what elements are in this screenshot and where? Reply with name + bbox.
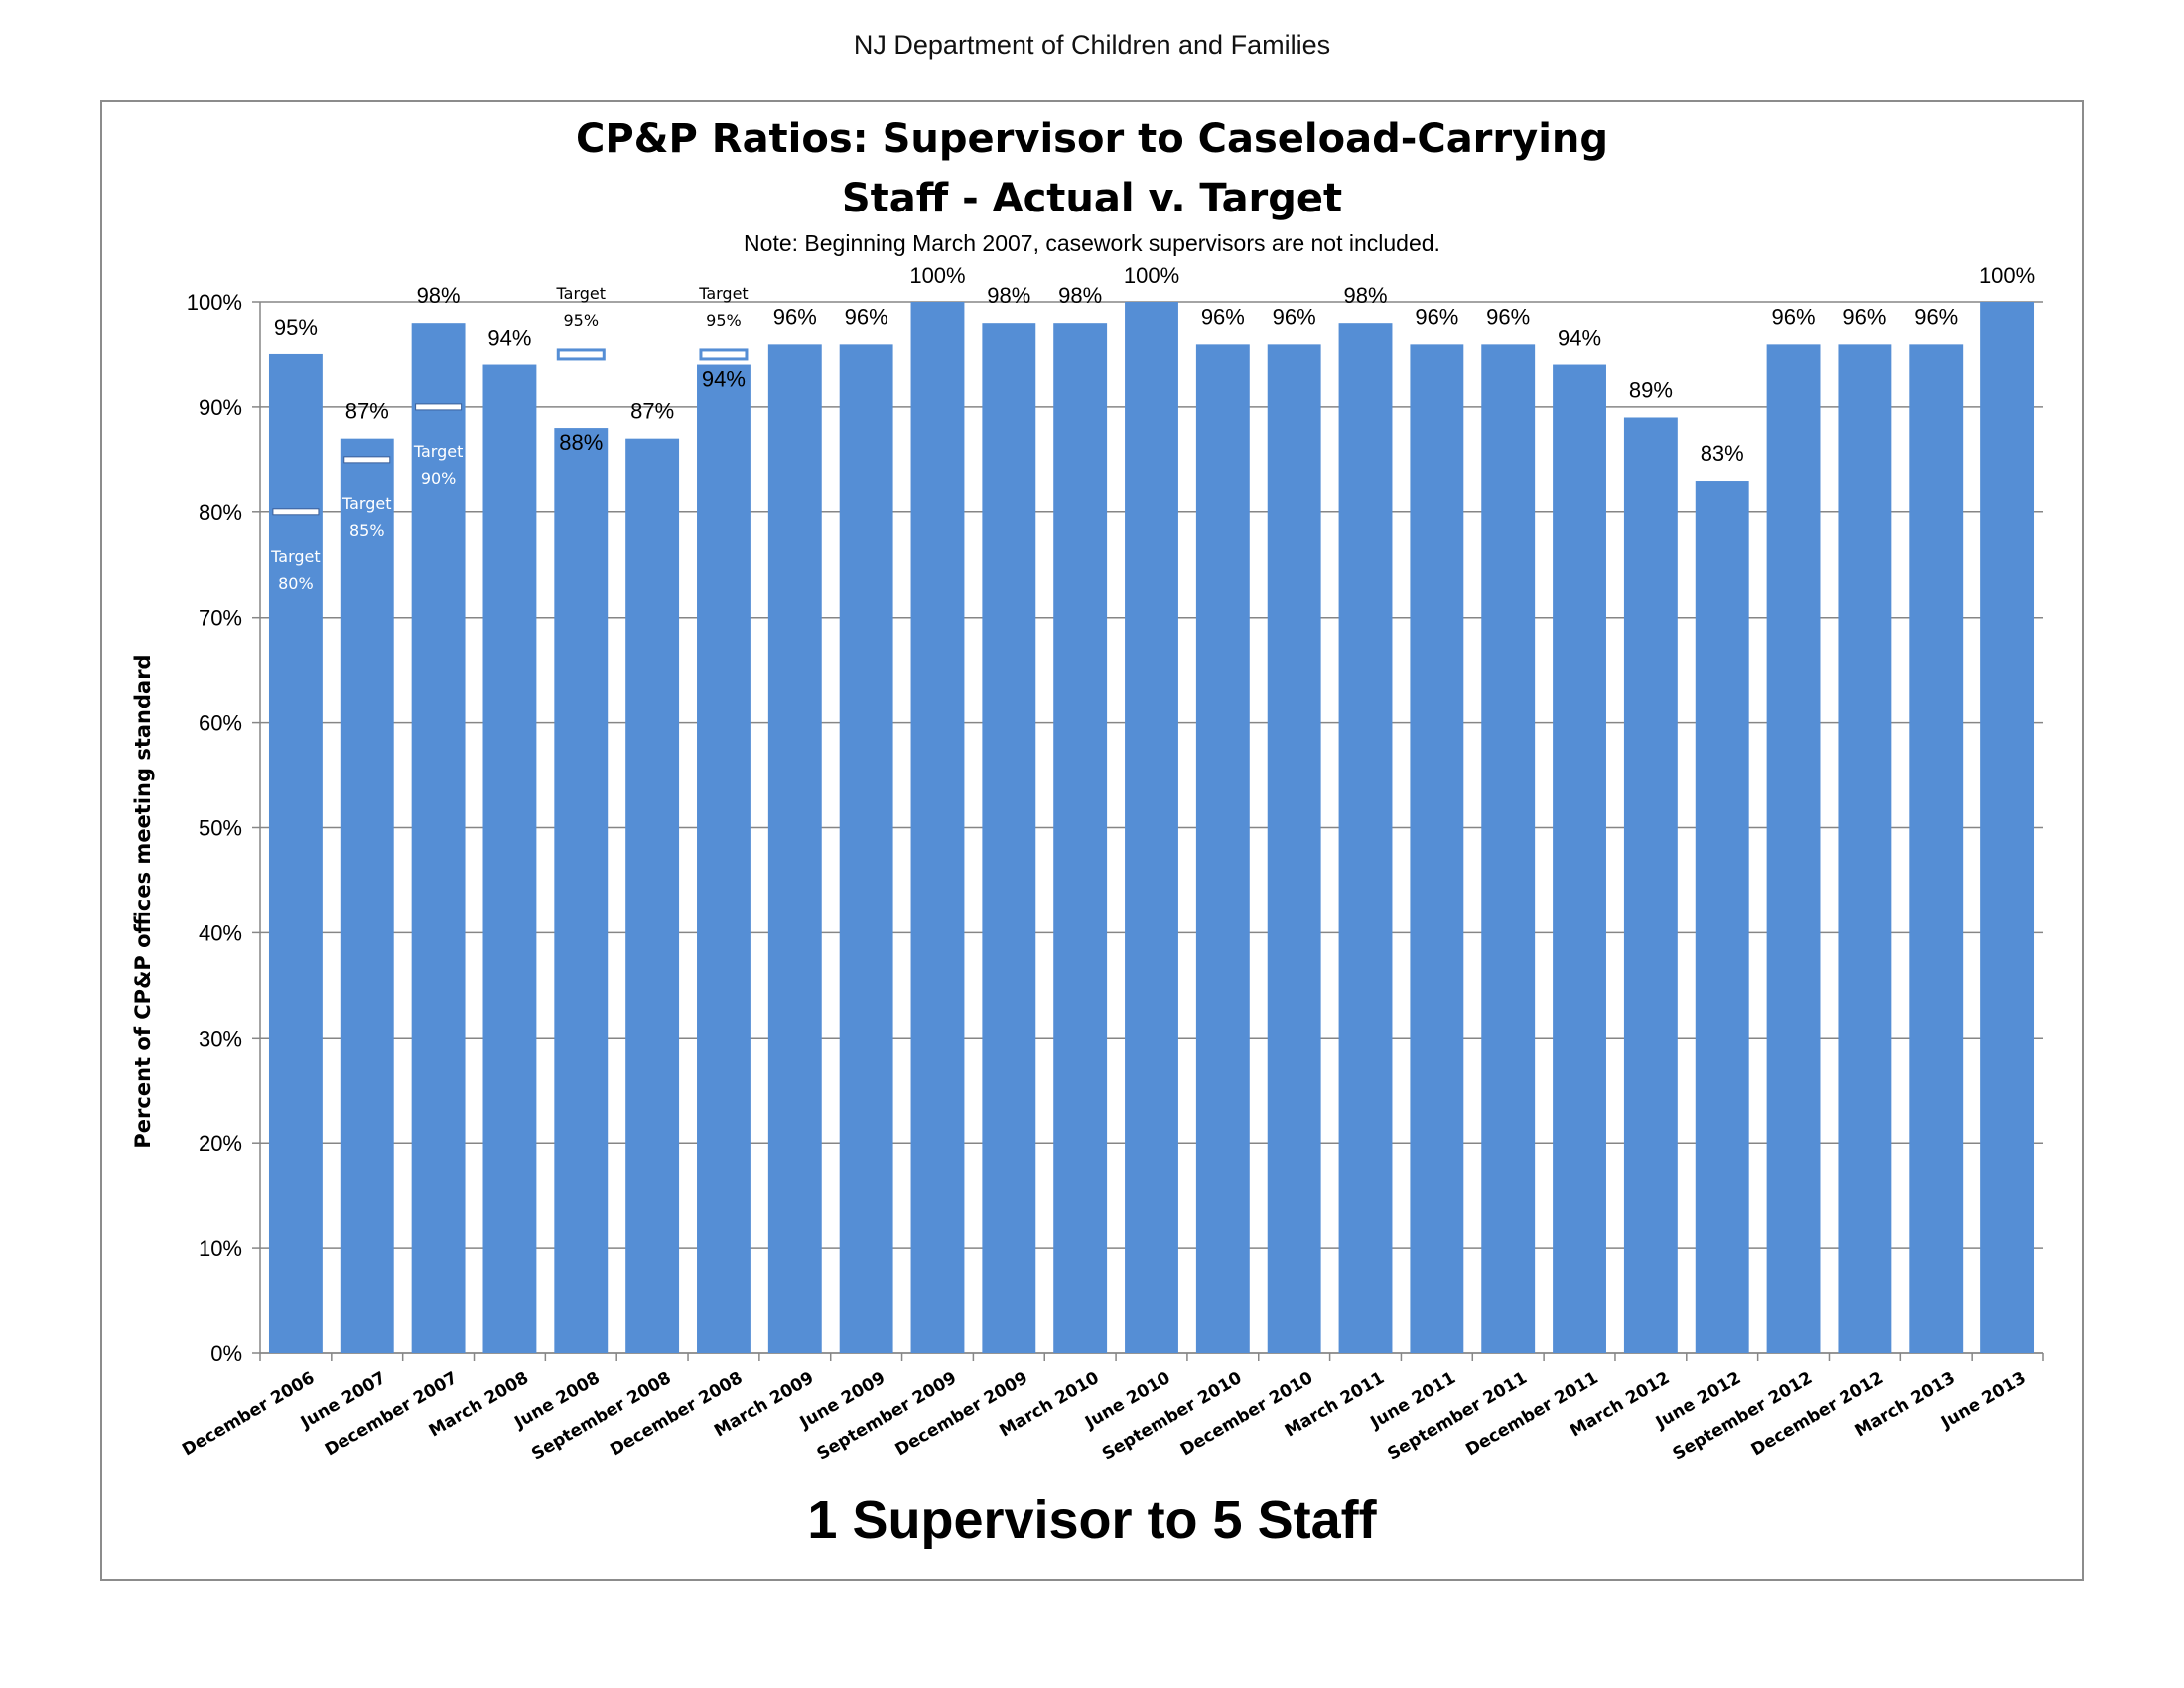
target-label-value: 90% bbox=[421, 469, 457, 488]
x-category-label: December 2012 bbox=[1748, 1368, 1887, 1460]
y-tick-label: 20% bbox=[199, 1131, 242, 1156]
target-label-word: Target bbox=[556, 284, 607, 303]
data-label: 83% bbox=[1701, 441, 1744, 466]
bar bbox=[482, 364, 537, 1353]
bar bbox=[697, 364, 751, 1353]
bar bbox=[1623, 417, 1678, 1353]
x-category-label: December 2008 bbox=[607, 1368, 746, 1460]
data-label: 100% bbox=[909, 263, 965, 288]
target-label-word: Target bbox=[698, 284, 749, 303]
bar bbox=[340, 438, 394, 1353]
data-label: 94% bbox=[702, 367, 746, 392]
bar bbox=[1410, 344, 1464, 1353]
chart-title-line-2: Staff - Actual v. Target bbox=[841, 176, 1343, 221]
data-label: 100% bbox=[1124, 263, 1179, 288]
data-label: 96% bbox=[773, 304, 817, 329]
bar bbox=[411, 323, 466, 1354]
chart-title: CP&P Ratios: Supervisor to Caseload-Carr… bbox=[0, 109, 2184, 228]
data-label: 96% bbox=[1772, 304, 1816, 329]
target-marker bbox=[272, 508, 320, 516]
target-label-value: 95% bbox=[563, 311, 599, 330]
y-tick-label: 0% bbox=[210, 1341, 242, 1366]
data-label: 95% bbox=[274, 315, 318, 340]
bar bbox=[554, 428, 609, 1354]
data-label: 96% bbox=[1201, 304, 1245, 329]
target-label-value: 80% bbox=[278, 574, 314, 593]
bar bbox=[1267, 344, 1321, 1353]
data-label: 88% bbox=[559, 430, 603, 455]
data-label: 96% bbox=[1486, 304, 1530, 329]
y-tick-label: 90% bbox=[199, 395, 242, 420]
bar bbox=[1125, 302, 1178, 1353]
x-category-label: December 2006 bbox=[179, 1368, 318, 1460]
chart-note: Note: Beginning March 2007, casework sup… bbox=[744, 230, 1440, 256]
data-label: 96% bbox=[1273, 304, 1316, 329]
bar bbox=[767, 344, 822, 1353]
y-tick-label: 60% bbox=[199, 711, 242, 736]
data-label: 94% bbox=[487, 326, 531, 351]
bar bbox=[625, 438, 680, 1353]
bar bbox=[268, 353, 323, 1353]
data-label: 96% bbox=[1843, 304, 1886, 329]
y-tick-label: 40% bbox=[199, 920, 242, 945]
target-label-value: 85% bbox=[349, 521, 385, 540]
chart-title-line-1: CP&P Ratios: Supervisor to Caseload-Carr… bbox=[575, 116, 1609, 162]
bar bbox=[1980, 302, 2035, 1353]
y-tick-label: 100% bbox=[187, 290, 242, 315]
x-category-label: December 2011 bbox=[1462, 1368, 1601, 1460]
data-label: 96% bbox=[1914, 304, 1958, 329]
page-header: NJ Department of Children and Families bbox=[853, 30, 1331, 60]
x-category-label: December 2010 bbox=[1177, 1368, 1316, 1461]
bar bbox=[1053, 323, 1108, 1354]
target-label-word: Target bbox=[270, 547, 321, 566]
chart-subtitle: 1 Supervisor to 5 Staff bbox=[807, 1490, 1377, 1550]
target-label-word: Target bbox=[341, 494, 392, 513]
bar bbox=[982, 323, 1036, 1354]
y-tick-label: 30% bbox=[199, 1026, 242, 1051]
data-label: 94% bbox=[1558, 326, 1601, 351]
y-tick-label: 70% bbox=[199, 606, 242, 631]
bar bbox=[1553, 364, 1606, 1353]
target-marker bbox=[556, 348, 606, 361]
data-label: 87% bbox=[630, 399, 674, 424]
target-marker bbox=[343, 456, 391, 464]
bar bbox=[839, 344, 893, 1353]
bar bbox=[1695, 481, 1749, 1353]
bar bbox=[1481, 344, 1536, 1353]
data-label: 96% bbox=[1415, 304, 1458, 329]
bar bbox=[1838, 344, 1892, 1353]
y-tick-label: 80% bbox=[199, 500, 242, 525]
target-marker bbox=[699, 348, 749, 361]
bar bbox=[910, 302, 965, 1353]
x-category-label: December 2007 bbox=[322, 1368, 461, 1460]
data-label: 98% bbox=[1343, 283, 1387, 308]
data-label: 98% bbox=[417, 283, 461, 308]
bar bbox=[1195, 344, 1250, 1353]
bar bbox=[1766, 344, 1821, 1353]
data-label: 87% bbox=[345, 399, 389, 424]
y-tick-label: 50% bbox=[199, 816, 242, 841]
bar bbox=[1338, 323, 1393, 1354]
data-label: 89% bbox=[1629, 377, 1673, 402]
target-marker bbox=[415, 403, 463, 411]
bar bbox=[1909, 344, 1964, 1353]
target-label-value: 95% bbox=[706, 311, 742, 330]
y-tick-label: 10% bbox=[199, 1236, 242, 1261]
data-label: 100% bbox=[1979, 263, 2035, 288]
data-label: 98% bbox=[1058, 283, 1102, 308]
x-category-label: December 2009 bbox=[892, 1368, 1031, 1460]
data-label: 98% bbox=[987, 283, 1030, 308]
data-label: 96% bbox=[845, 304, 888, 329]
target-label-word: Target bbox=[413, 442, 464, 461]
